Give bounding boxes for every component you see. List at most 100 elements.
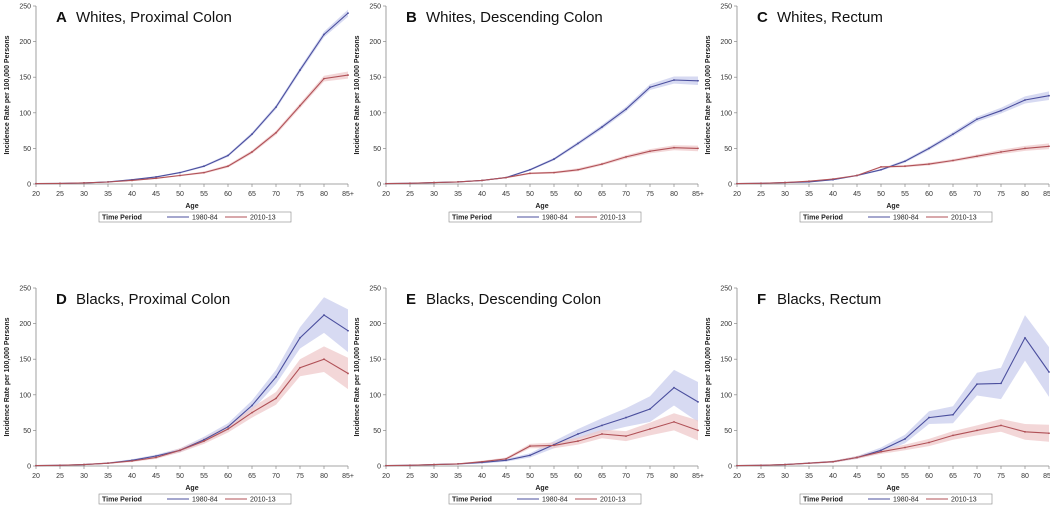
chart-panel-c: 0 50 100 150 200 250 20 25 30 35 40 45 50 55 60 65 70 75 8… bbox=[705, 4, 1050, 223]
x-tick-label: 45 bbox=[152, 191, 160, 198]
data-point-2010-13 bbox=[1000, 424, 1002, 427]
x-tick-label: 60 bbox=[224, 473, 232, 480]
y-tick-label: 100 bbox=[720, 110, 732, 117]
legend-label: 1980-84 bbox=[192, 215, 218, 222]
y-tick-label: 250 bbox=[19, 286, 31, 293]
x-tick-label: 70 bbox=[272, 191, 280, 198]
x-tick-label: 30 bbox=[430, 191, 438, 198]
x-tick-label: 85+ bbox=[692, 191, 704, 198]
panel-title: Blacks, Proximal Colon bbox=[76, 291, 230, 308]
y-axis-title: Incidence Rate per 100,000 Persons bbox=[705, 35, 712, 154]
x-tick-label: 85+ bbox=[692, 473, 704, 480]
data-point-2010-13 bbox=[784, 463, 786, 466]
y-tick-label: 200 bbox=[19, 321, 31, 328]
ci-band-2010-13 bbox=[737, 143, 1049, 184]
panel-letter: E bbox=[406, 291, 416, 308]
x-tick-label: 85+ bbox=[1043, 473, 1050, 480]
data-point-2010-13 bbox=[880, 450, 882, 453]
data-point-1980-84 bbox=[1048, 371, 1050, 373]
y-tick-label: 0 bbox=[27, 464, 31, 471]
x-tick-label: 30 bbox=[430, 473, 438, 480]
y-tick-label: 0 bbox=[728, 464, 732, 471]
data-point-2010-13 bbox=[928, 163, 930, 165]
data-point-2010-13 bbox=[808, 462, 810, 465]
panel-letter: D bbox=[56, 291, 67, 308]
data-point-2010-13 bbox=[784, 181, 786, 184]
data-point-1980-84 bbox=[952, 413, 954, 416]
ci-band-2010-13 bbox=[737, 419, 1049, 466]
x-tick-label: 85+ bbox=[342, 473, 354, 480]
x-axis-title: Age bbox=[185, 203, 198, 210]
x-tick-label: 60 bbox=[925, 191, 933, 198]
x-tick-label: 85+ bbox=[342, 191, 354, 198]
x-tick-label: 50 bbox=[526, 191, 534, 198]
data-point-2010-13 bbox=[601, 433, 603, 435]
y-tick-label: 250 bbox=[369, 286, 381, 293]
chart-panel-f: 0 50 100 150 200 250 20 25 30 35 40 45 50 55 60 65 70 75 8… bbox=[705, 286, 1050, 505]
data-point-2010-13 bbox=[131, 460, 133, 462]
data-point-2010-13 bbox=[760, 182, 762, 185]
data-point-2010-13 bbox=[179, 449, 181, 452]
data-point-1980-84 bbox=[952, 133, 954, 136]
x-tick-label: 75 bbox=[296, 191, 304, 198]
legend-label: 2010-13 bbox=[951, 215, 977, 222]
x-tick-label: 40 bbox=[478, 473, 486, 480]
data-point-1980-84 bbox=[505, 459, 507, 462]
ci-band-2010-13 bbox=[36, 346, 348, 466]
ci-band-1980-84 bbox=[386, 76, 698, 184]
data-point-2010-13 bbox=[952, 434, 954, 437]
x-tick-label: 35 bbox=[104, 191, 112, 198]
data-point-2010-13 bbox=[35, 464, 37, 467]
data-point-2010-13 bbox=[1024, 147, 1026, 150]
data-point-2010-13 bbox=[529, 445, 531, 447]
data-point-1980-84 bbox=[601, 424, 603, 427]
series-line-2010-13 bbox=[35, 74, 349, 185]
data-point-1980-84 bbox=[649, 86, 651, 89]
x-tick-label: 50 bbox=[176, 473, 184, 480]
data-point-2010-13 bbox=[155, 456, 157, 459]
data-point-2010-13 bbox=[832, 460, 834, 463]
x-tick-label: 70 bbox=[272, 473, 280, 480]
x-tick-label: 60 bbox=[574, 473, 582, 480]
data-point-2010-13 bbox=[736, 182, 738, 185]
x-tick-label: 20 bbox=[382, 191, 390, 198]
data-point-2010-13 bbox=[553, 171, 555, 174]
data-point-2010-13 bbox=[433, 181, 435, 184]
data-point-2010-13 bbox=[409, 182, 411, 185]
data-point-1980-84 bbox=[203, 165, 205, 168]
x-tick-label: 45 bbox=[853, 473, 861, 480]
data-point-1980-84 bbox=[155, 455, 157, 457]
y-tick-label: 100 bbox=[369, 110, 381, 117]
legend-label: 1980-84 bbox=[542, 497, 568, 504]
x-tick-label: 50 bbox=[176, 191, 184, 198]
x-tick-label: 70 bbox=[973, 191, 981, 198]
data-point-2010-13 bbox=[107, 181, 109, 183]
data-point-2010-13 bbox=[457, 462, 459, 465]
data-point-1980-84 bbox=[1048, 94, 1050, 97]
data-point-2010-13 bbox=[251, 411, 253, 414]
x-tick-label: 40 bbox=[829, 191, 837, 198]
ci-band-1980-84 bbox=[36, 297, 348, 466]
y-tick-label: 50 bbox=[373, 146, 381, 153]
data-point-2010-13 bbox=[35, 182, 37, 185]
ci-band-1980-84 bbox=[386, 369, 698, 466]
data-point-2010-13 bbox=[904, 165, 906, 168]
data-point-2010-13 bbox=[323, 358, 325, 361]
data-point-2010-13 bbox=[433, 463, 435, 466]
x-tick-label: 65 bbox=[949, 191, 957, 198]
x-tick-label: 75 bbox=[646, 191, 654, 198]
data-point-1980-84 bbox=[347, 329, 349, 332]
x-tick-label: 55 bbox=[901, 473, 909, 480]
x-tick-label: 65 bbox=[598, 473, 606, 480]
x-tick-label: 55 bbox=[200, 473, 208, 480]
data-point-2010-13 bbox=[649, 428, 651, 430]
x-tick-label: 35 bbox=[104, 473, 112, 480]
legend-box bbox=[799, 493, 993, 505]
data-point-1980-84 bbox=[697, 79, 699, 82]
data-point-1980-84 bbox=[904, 160, 906, 163]
data-point-1980-84 bbox=[673, 79, 675, 81]
data-point-1980-84 bbox=[529, 454, 531, 457]
x-tick-label: 45 bbox=[853, 191, 861, 198]
y-tick-label: 250 bbox=[369, 4, 381, 11]
chart-panel-d: 0 50 100 150 200 250 20 25 30 35 40 45 50 55 60 65 70 75 8… bbox=[4, 286, 354, 505]
